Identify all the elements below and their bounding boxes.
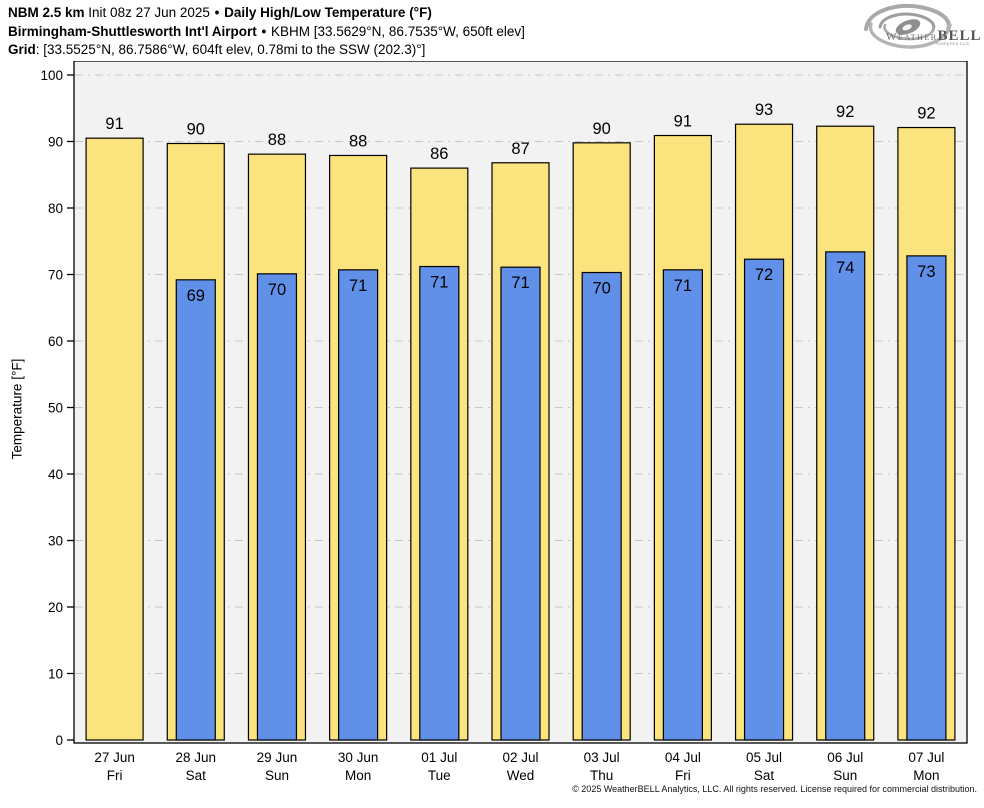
title-line-2: Birmingham-Shuttlesworth Int'l Airport •… <box>8 23 525 42</box>
x-tick-date-label: 03 Jul <box>584 750 620 765</box>
x-tick-date-label: 01 Jul <box>421 750 457 765</box>
x-tick-date-label: 30 Jun <box>338 750 379 765</box>
x-tick-date-label: 04 Jul <box>665 750 701 765</box>
low-value-label: 71 <box>511 274 529 292</box>
high-bar-27-Jun <box>85 137 144 741</box>
y-tick-label-30: 30 <box>48 533 63 548</box>
high-value-label: 93 <box>755 101 773 119</box>
title-line-3: Grid: [33.5525°N, 86.7586°W, 604ft elev,… <box>8 41 525 60</box>
y-tick-label-10: 10 <box>48 666 63 681</box>
model-name: NBM 2.5 km <box>8 5 85 20</box>
x-tick-weekday-label: Mon <box>913 768 939 783</box>
x-tick-weekday-label: Sat <box>186 768 207 783</box>
product-title: Daily High/Low Temperature (°F) <box>224 5 432 20</box>
y-tick-label-60: 60 <box>48 334 63 349</box>
low-bar-07-Jul <box>906 255 947 741</box>
x-tick-date-label: 07 Jul <box>908 750 944 765</box>
y-tick-label-80: 80 <box>48 201 63 216</box>
logo-wordmark: WeatherBELL <box>886 27 982 45</box>
high-value-label: 86 <box>430 145 448 163</box>
y-tick-label-20: 20 <box>48 600 63 615</box>
low-value-label: 69 <box>187 287 205 305</box>
init-time: Init 08z 27 Jun 2025 <box>88 5 210 20</box>
copyright-footer: © 2025 WeatherBELL Analytics, LLC. All r… <box>572 784 977 794</box>
low-value-label: 74 <box>836 259 854 277</box>
x-tick-date-label: 28 Jun <box>175 750 216 765</box>
low-value-label: 70 <box>593 280 611 298</box>
low-value-label: 72 <box>755 266 773 284</box>
x-tick-weekday-label: Fri <box>107 768 123 783</box>
x-tick-weekday-label: Mon <box>345 768 371 783</box>
x-tick-date-label: 27 Jun <box>94 750 135 765</box>
high-value-label: 87 <box>511 140 529 158</box>
high-value-label: 91 <box>105 115 123 133</box>
low-bar-29-Jun <box>256 273 298 741</box>
high-value-label: 92 <box>917 105 935 123</box>
low-value-label: 71 <box>674 277 692 295</box>
low-bar-28-Jun <box>175 279 216 741</box>
y-tick-label-70: 70 <box>48 267 63 282</box>
daily-high-low-bar-chart: 91 27 Jun Fri 90 69 28 Jun Sat 88 70 29 Jun Sun 88 7… <box>40 61 968 783</box>
grid-details: : [33.5525°N, 86.7586°W, 604ft elev, 0.7… <box>35 42 426 57</box>
chart-header: NBM 2.5 km Init 08z 27 Jun 2025 • Daily … <box>8 4 525 60</box>
bullet-separator: • <box>214 5 220 20</box>
x-tick-weekday-label: Sat <box>754 768 775 783</box>
high-value-label: 88 <box>349 132 367 150</box>
low-value-label: 73 <box>917 263 935 281</box>
low-bar-02-Jul <box>500 266 541 741</box>
low-bar-05-Jul <box>743 258 785 741</box>
station-details: KBHM [33.5629°N, 86.7535°W, 650ft elev] <box>270 23 525 39</box>
high-value-label: 91 <box>674 113 692 131</box>
title-line-1: NBM 2.5 km Init 08z 27 Jun 2025 • Daily … <box>8 4 525 23</box>
grid-label: Grid <box>8 42 36 57</box>
low-bar-04-Jul <box>662 269 703 741</box>
x-tick-weekday-label: Sun <box>833 768 857 783</box>
low-value-label: 71 <box>430 274 448 292</box>
y-tick-label-0: 0 <box>55 733 63 748</box>
low-bar-30-Jun <box>338 269 379 741</box>
logo-bell-text: BELL <box>937 28 982 44</box>
x-tick-weekday-label: Fri <box>675 768 691 783</box>
low-bar-06-Jul <box>825 251 866 741</box>
bullet-separator: • <box>261 23 267 39</box>
logo-analytics-text: Analytics LLC <box>936 41 971 46</box>
y-tick-label-100: 100 <box>40 68 63 83</box>
high-value-label: 92 <box>836 103 854 121</box>
x-tick-weekday-label: Sun <box>265 768 289 783</box>
y-tick-label-40: 40 <box>48 467 63 482</box>
x-tick-date-label: 06 Jul <box>827 750 863 765</box>
x-tick-date-label: 29 Jun <box>257 750 298 765</box>
x-tick-date-label: 05 Jul <box>746 750 782 765</box>
x-tick-date-label: 02 Jul <box>502 750 538 765</box>
weatherbell-logo: WeatherBELL Analytics LLC <box>862 1 982 55</box>
high-value-label: 88 <box>268 131 286 149</box>
high-value-label: 90 <box>187 120 205 138</box>
low-bar-01-Jul <box>419 265 460 741</box>
high-value-label: 90 <box>593 120 611 138</box>
x-tick-weekday-label: Tue <box>428 768 451 783</box>
low-bar-03-Jul <box>581 271 622 741</box>
y-tick-label-90: 90 <box>48 134 63 149</box>
low-value-label: 71 <box>349 277 367 295</box>
low-value-label: 70 <box>268 281 286 299</box>
station-name: Birmingham-Shuttlesworth Int'l Airport <box>8 23 257 39</box>
x-tick-weekday-label: Wed <box>507 768 535 783</box>
x-tick-weekday-label: Thu <box>590 768 613 783</box>
logo-weather-text: Weather <box>886 31 938 43</box>
y-tick-label-50: 50 <box>48 400 63 415</box>
plot-border <box>73 61 968 744</box>
hurricane-swirl-icon <box>864 4 952 49</box>
